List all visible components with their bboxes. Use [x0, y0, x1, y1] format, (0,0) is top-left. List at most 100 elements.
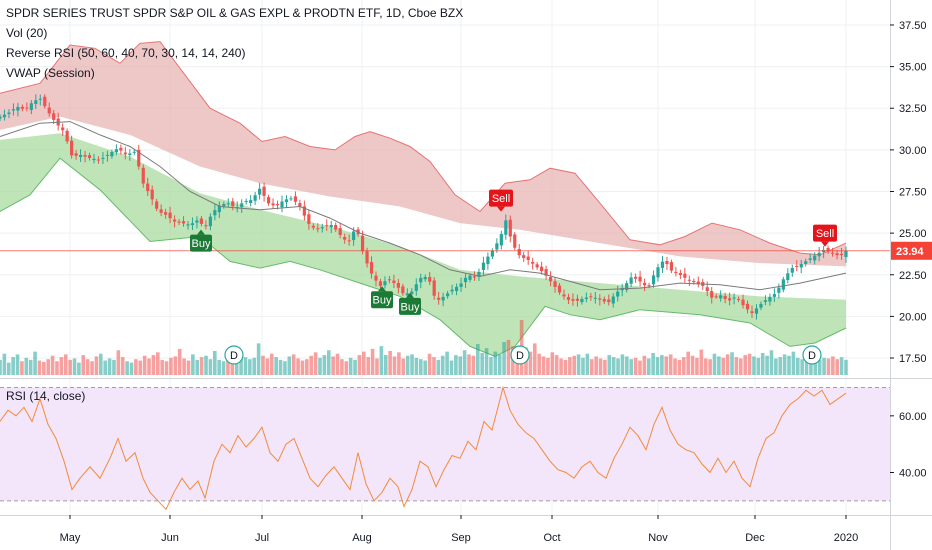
volume-bar — [410, 354, 414, 375]
volume-bar — [598, 358, 603, 375]
volume-bar — [134, 359, 138, 375]
sell-signal[interactable]: Sell — [489, 189, 513, 212]
candle-body — [284, 199, 289, 203]
y-tick-label: 27.50 — [899, 186, 927, 198]
candle-body — [607, 299, 611, 303]
candle-body — [571, 299, 575, 301]
volume-bar — [248, 359, 252, 375]
candle-body — [611, 296, 615, 304]
volume-bar — [765, 355, 769, 375]
volume-bar — [362, 351, 366, 375]
volume-bar — [37, 360, 42, 375]
candle-body — [34, 100, 38, 104]
dividend-marker[interactable]: D — [802, 345, 822, 365]
volume-bar — [99, 353, 103, 375]
buy-signal[interactable]: Buy — [371, 286, 393, 309]
candle-body — [795, 265, 799, 267]
indicator-reverse-rsi[interactable]: Reverse RSI (50, 60, 40, 70, 30, 14, 14,… — [6, 46, 246, 60]
candle-body — [172, 219, 177, 222]
volume-bar — [243, 357, 248, 375]
volume-bar — [563, 359, 568, 375]
candle-body — [441, 296, 445, 301]
dividend-marker[interactable]: D — [224, 345, 244, 365]
signal-box — [190, 234, 212, 252]
candle-body — [177, 221, 181, 223]
candle-body — [723, 295, 727, 300]
candle-body — [660, 261, 665, 268]
candle-body — [616, 291, 620, 297]
volume-bar — [791, 351, 796, 375]
dividend-label: D — [230, 350, 238, 362]
candle-body — [477, 271, 481, 277]
candle-body — [320, 227, 324, 229]
upper-band-area — [0, 41, 846, 267]
candle-body — [799, 263, 803, 268]
chart-title: SPDR SERIES TRUST SPDR S&P OIL & GAS EXP… — [6, 6, 464, 20]
candle-body — [665, 261, 669, 265]
candle-body — [763, 300, 768, 302]
signal-box — [399, 297, 421, 315]
candle-body — [674, 271, 678, 274]
candle-body — [759, 303, 763, 308]
candle-body — [164, 212, 168, 215]
volume-bar — [462, 350, 467, 375]
candle-body — [289, 198, 293, 200]
volume-bar — [660, 355, 664, 375]
volume-bar — [265, 358, 270, 375]
rsi-title[interactable]: RSI (14, close) — [6, 389, 86, 403]
buy-signal[interactable]: Buy — [190, 229, 212, 252]
dividend-marker[interactable]: D — [510, 345, 530, 365]
volume-bar — [454, 355, 458, 375]
volume-bars — [0, 320, 848, 375]
volume-bar — [554, 355, 559, 375]
volume-bar — [467, 354, 471, 375]
volume-bar — [274, 357, 278, 375]
y-tick-label: 22.50 — [899, 270, 927, 282]
volume-bar — [721, 357, 726, 375]
volume-bar — [138, 360, 143, 375]
volume-bar — [607, 355, 612, 375]
volume-bar — [839, 357, 844, 375]
volume-bar — [769, 350, 774, 375]
signal-pointer — [497, 206, 505, 212]
candle-body — [195, 220, 199, 223]
candle-body — [736, 298, 741, 300]
candle-body — [352, 231, 356, 241]
x-tick-label: Jun — [161, 532, 179, 544]
candle-body — [540, 266, 544, 272]
candle-body — [190, 223, 195, 226]
volume-bar — [795, 357, 800, 375]
volume-bar — [440, 355, 445, 375]
candle-body — [226, 203, 230, 205]
candle-body — [602, 298, 606, 302]
candle-body — [146, 183, 150, 192]
volume-bar — [125, 361, 129, 375]
volume-bar — [804, 355, 809, 375]
candle-body — [719, 295, 723, 299]
volume-bar — [278, 359, 283, 375]
candle-body — [656, 267, 660, 278]
price-candles — [0, 94, 848, 320]
buy-signal[interactable]: Buy — [399, 292, 421, 315]
volume-bar — [809, 357, 813, 375]
volume-bar — [326, 350, 331, 375]
candle-body — [531, 261, 535, 264]
indicator-volume[interactable]: Vol (20) — [6, 26, 48, 40]
signal-box — [813, 224, 837, 242]
indicator-vwap[interactable]: VWAP (Session) — [6, 66, 95, 80]
volume-bar — [24, 357, 29, 375]
sell-signal[interactable]: Sell — [813, 224, 837, 247]
volume-bar — [177, 348, 182, 375]
y-tick-label: 32.50 — [899, 103, 927, 115]
y-tick-label: 37.50 — [899, 20, 927, 32]
rsi-line — [0, 385, 847, 511]
signal-label: Buy — [401, 301, 420, 313]
volume-bar — [760, 353, 765, 375]
signal-markers[interactable]: Buy Buy Buy Sell Sell D D D — [190, 189, 837, 365]
volume-bar — [620, 354, 625, 375]
volume-bar — [0, 359, 2, 375]
volume-bar — [743, 355, 747, 375]
volume-bar — [616, 358, 620, 375]
volume-bar — [199, 357, 204, 375]
